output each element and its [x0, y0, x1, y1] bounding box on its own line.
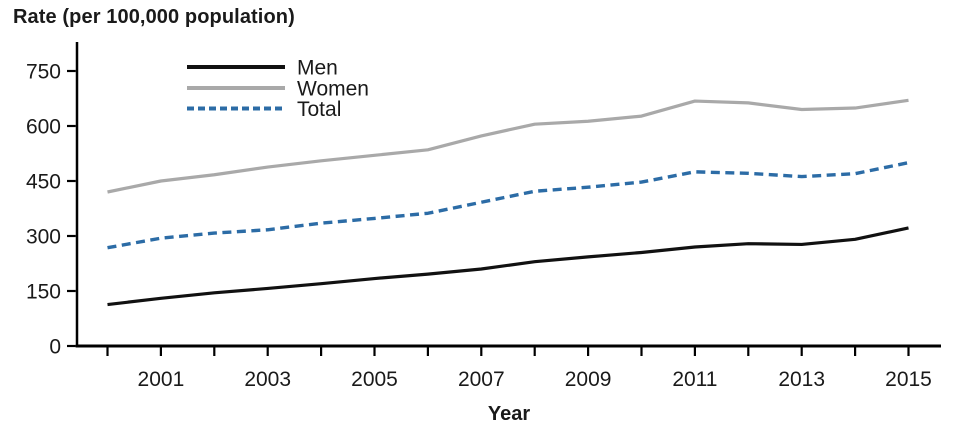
- x-tick-label: 2003: [244, 368, 291, 391]
- legend-men-label: Men: [297, 56, 338, 79]
- x-tick-label: 2009: [565, 368, 612, 391]
- x-tick-label: 2011: [672, 368, 717, 391]
- chart-title: Rate (per 100,000 population): [13, 6, 295, 28]
- legend-women-label: Women: [297, 77, 369, 100]
- y-tick-label: 750: [26, 60, 61, 83]
- women-line: [107, 98, 909, 194]
- total-line: [107, 161, 909, 250]
- legend-total-label: Total: [297, 98, 341, 121]
- y-tick-label: 450: [26, 170, 61, 193]
- x-tick-label: 2013: [778, 368, 825, 391]
- y-tick-label: 300: [26, 225, 61, 248]
- x-tick-label: 2005: [351, 368, 398, 391]
- men-line: [107, 226, 909, 307]
- x-tick-label: 2001: [138, 368, 185, 391]
- x-axis-title: Year: [487, 403, 531, 425]
- y-tick-label: 150: [26, 280, 61, 303]
- y-tick-label: 0: [49, 335, 61, 358]
- x-tick-label: 2015: [885, 368, 932, 391]
- y-tick-label: 600: [26, 115, 61, 138]
- x-tick-label: 2007: [458, 368, 505, 391]
